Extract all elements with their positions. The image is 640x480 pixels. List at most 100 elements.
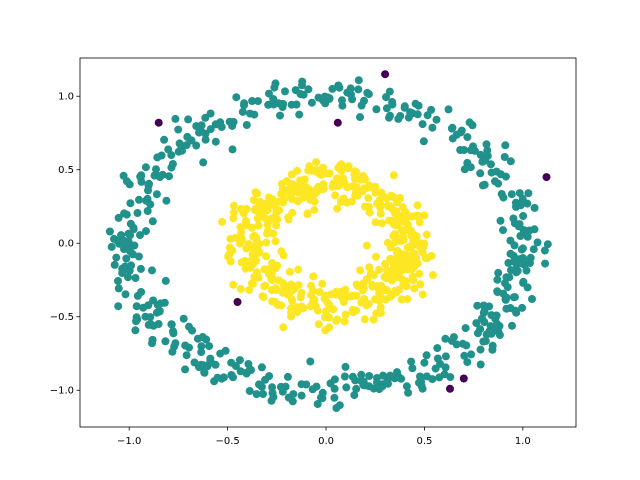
outer-ring-point [476, 169, 485, 178]
outer-ring-point [112, 253, 121, 262]
outer-ring-point [161, 337, 170, 346]
inner-ring-point [338, 291, 347, 300]
inner-ring-point [287, 295, 296, 304]
inner-ring-point [349, 291, 357, 300]
inner-ring-point [389, 231, 398, 240]
inner-ring-point [409, 276, 418, 285]
inner-ring-point [364, 202, 373, 211]
inner-ring-point [254, 198, 263, 207]
inner-ring-point [272, 286, 281, 294]
inner-ring-point [269, 229, 278, 238]
inner-ring-point [241, 221, 250, 230]
outer-ring-point [499, 289, 508, 298]
outer-ring-point [543, 240, 552, 249]
inner-ring-point [320, 313, 329, 322]
inner-ring-point [242, 205, 251, 213]
inner-ring-point [260, 282, 269, 291]
inner-ring-point [299, 304, 308, 313]
outer-ring-point [540, 246, 549, 255]
outer-ring-point [483, 146, 492, 155]
outer-ring-point [297, 391, 306, 400]
outer-ring-point [130, 241, 139, 250]
inner-ring-point [275, 197, 284, 206]
outer-ring-point [493, 287, 502, 296]
outer-ring-point [357, 370, 366, 379]
outer-ring-point [456, 128, 465, 137]
inner-ring-point [341, 310, 350, 319]
y-tick-label: 1.0 [58, 92, 74, 103]
outer-ring-point [304, 85, 313, 94]
outer-ring-point [181, 365, 190, 374]
outer-ring-point [394, 371, 402, 380]
outer-ring-point [433, 344, 442, 353]
inner-ring-point [423, 254, 432, 263]
inner-ring-point [398, 250, 407, 259]
outer-ring-point [254, 97, 262, 106]
inner-ring-point [306, 302, 315, 311]
outer-ring-point [307, 98, 316, 107]
outer-ring-point [382, 93, 390, 102]
outer-ring-point [139, 303, 148, 312]
outer-ring-point [529, 245, 538, 254]
inner-ring-point [403, 243, 412, 252]
outer-ring-point [228, 145, 237, 154]
outer-ring-point [197, 342, 206, 351]
inner-ring-point [373, 199, 381, 208]
outer-ring-point [120, 209, 129, 218]
outer-ring-point [350, 391, 359, 400]
outer-ring-point [525, 226, 534, 235]
inner-ring-point [257, 210, 266, 219]
outer-ring-point [519, 212, 528, 220]
outer-ring-point [419, 137, 428, 146]
inner-ring-point [371, 252, 380, 261]
outer-ring-point [463, 133, 472, 142]
outer-ring-point [298, 81, 306, 90]
inner-ring-point [267, 268, 276, 277]
outer-ring-point [343, 88, 352, 97]
outer-ring-point [473, 329, 482, 338]
inner-ring-point [362, 241, 371, 250]
outer-ring-point [338, 96, 346, 105]
outer-ring-point [199, 158, 208, 167]
outer-ring-point [161, 276, 170, 285]
outer-ring-point [523, 283, 532, 292]
inner-ring-point [307, 281, 315, 290]
outer-ring-point [129, 223, 138, 232]
outer-ring-point [148, 266, 156, 275]
inner-ring-point [254, 221, 263, 230]
inner-ring-point [229, 208, 238, 217]
outer-ring-point [295, 110, 304, 119]
outer-ring-point [124, 237, 133, 246]
outer-ring-point [506, 236, 515, 245]
outer-ring-point [530, 203, 539, 212]
outer-ring-point [232, 93, 241, 102]
inner-ring-point [416, 280, 425, 289]
inner-ring-point [293, 303, 302, 312]
outer-ring-point [105, 227, 114, 236]
outer-ring-point [342, 383, 351, 392]
outer-ring-point [167, 320, 176, 329]
outer-ring-point [517, 259, 526, 268]
outer-ring-point [541, 259, 550, 268]
outer-ring-point [386, 111, 394, 120]
outer-ring-point [518, 244, 527, 253]
inner-ring-point [272, 221, 281, 230]
outer-ring-point [174, 147, 183, 156]
inner-ring-point [389, 265, 398, 274]
inner-ring-point [376, 209, 385, 218]
inner-ring-point [383, 201, 392, 210]
outer-ring-point [488, 345, 497, 354]
inner-ring-point [259, 293, 268, 301]
inner-ring-point [348, 305, 357, 314]
outer-ring-point [281, 87, 289, 96]
x-tick-label: 1.0 [515, 436, 531, 447]
outer-ring-point [330, 393, 339, 402]
outer-ring-point [141, 163, 150, 172]
outer-ring-point [136, 264, 145, 273]
outer-ring-point [423, 111, 432, 120]
outer-ring-point [499, 226, 507, 235]
outer-ring-point [472, 319, 481, 328]
outer-ring-point [197, 348, 206, 357]
outer-ring-point [283, 372, 292, 381]
inner-ring-point [277, 189, 286, 198]
